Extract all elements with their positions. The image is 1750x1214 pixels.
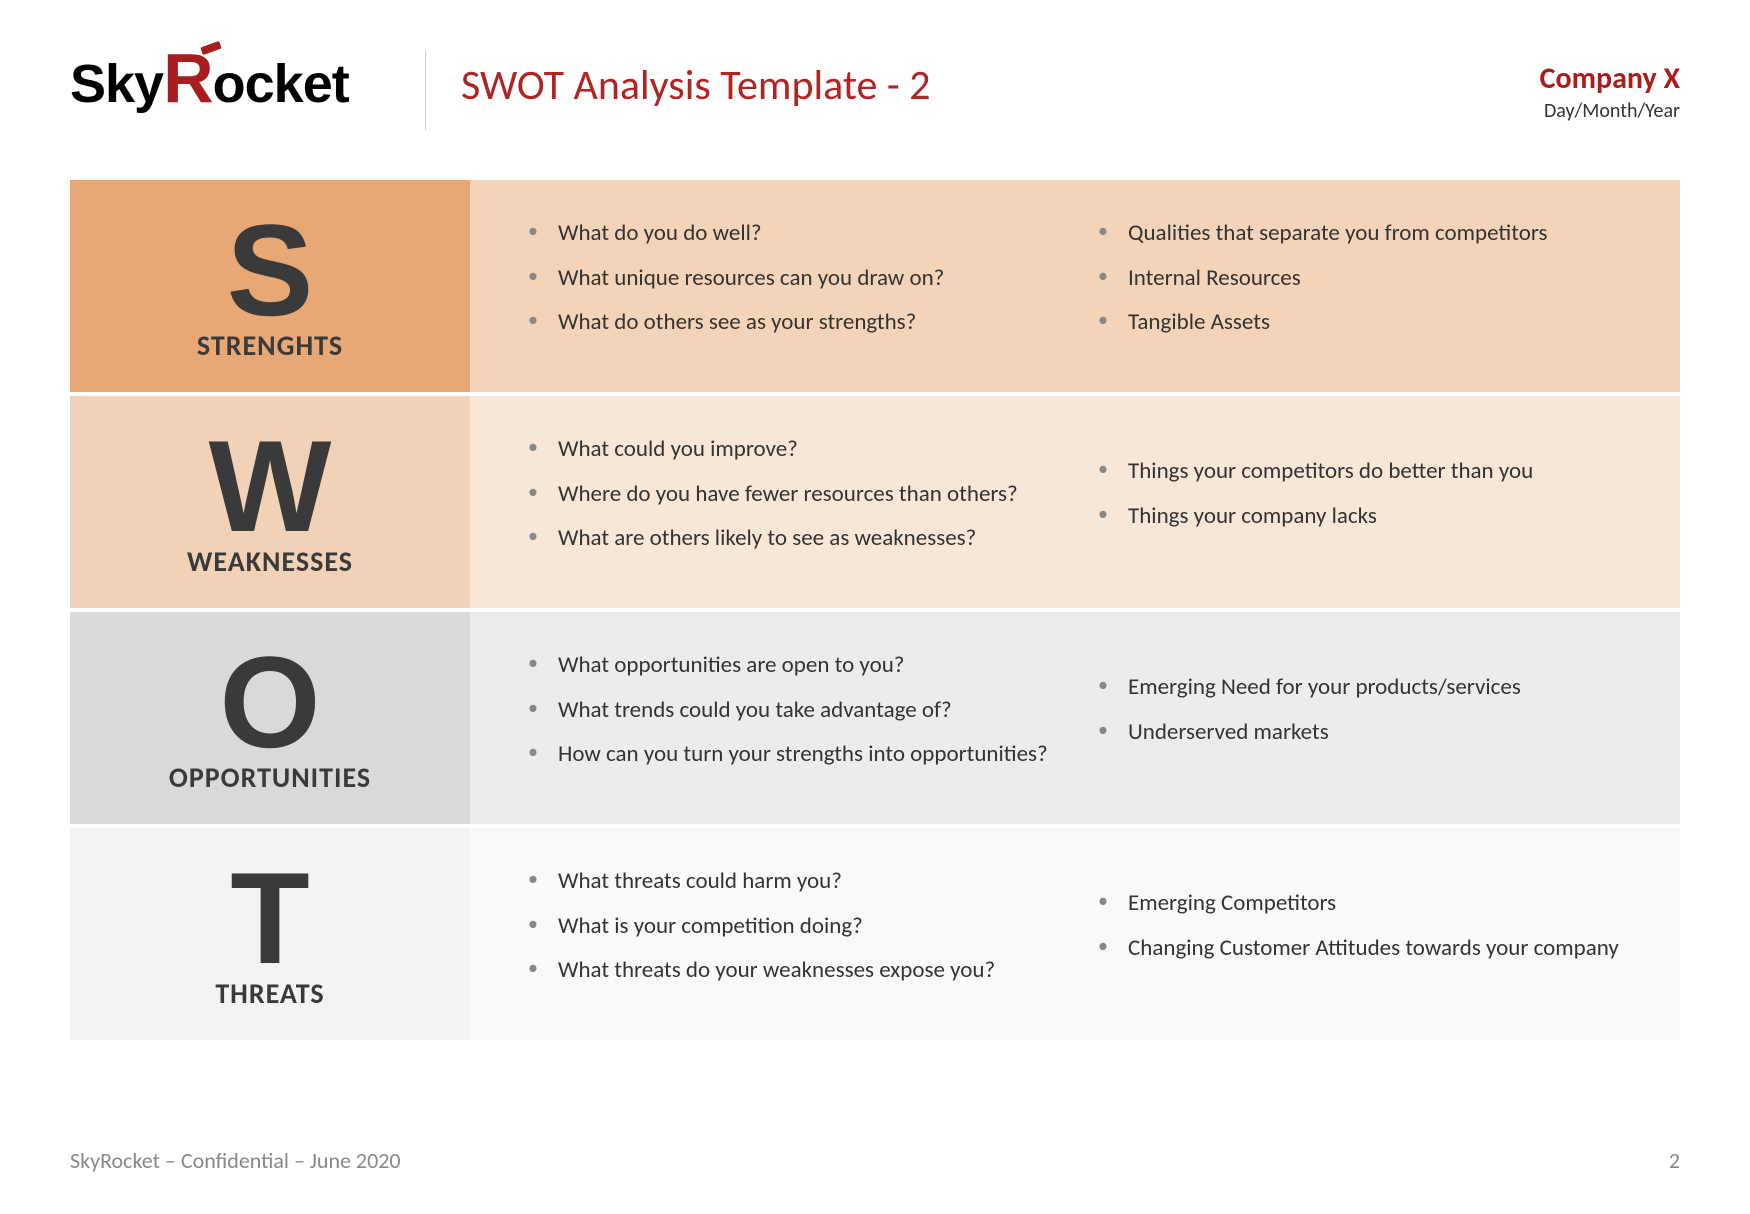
- logo: SkyRocket: [70, 50, 410, 115]
- page-title: SWOT Analysis Template - 2: [461, 50, 1540, 111]
- big-letter: S: [227, 209, 314, 333]
- page-number: 2: [1669, 1147, 1680, 1174]
- list-item: What opportunities are open to you?: [520, 651, 1060, 680]
- bullet-list: What threats could harm you? What is your…: [520, 867, 1060, 985]
- questions-column: What opportunities are open to you? What …: [520, 651, 1090, 785]
- list-item: What is your competition doing?: [520, 912, 1060, 941]
- list-item: What do others see as your strengths?: [520, 308, 1060, 337]
- letter-cell-s: SSTRENGHTS: [70, 180, 470, 392]
- list-item: What threats could harm you?: [520, 867, 1060, 896]
- category-label: THREATS: [215, 976, 324, 1011]
- swot-row-s: SSTRENGHTS What do you do well? What uniqu…: [70, 180, 1680, 392]
- bullet-list: Things your competitors do better than y…: [1090, 457, 1630, 531]
- big-letter: W: [209, 425, 332, 549]
- content-cell: What could you improve? Where do you have…: [470, 396, 1680, 608]
- list-item: What could you improve?: [520, 435, 1060, 464]
- list-item: Emerging Competitors: [1090, 889, 1630, 918]
- questions-column: What do you do well? What unique resource…: [520, 219, 1090, 353]
- list-item: Things your competitors do better than y…: [1090, 457, 1630, 486]
- swot-row-w: WWEAKNESSES What could you improve? Where …: [70, 396, 1680, 608]
- company-name: Company X: [1540, 60, 1680, 97]
- bullet-list: What opportunities are open to you? What …: [520, 651, 1060, 769]
- bullet-list: Emerging Need for your products/services…: [1090, 673, 1630, 747]
- list-item: Qualities that separate you from competi…: [1090, 219, 1630, 248]
- bullet-list: What could you improve? Where do you have…: [520, 435, 1060, 553]
- page-footer: SkyRocket – Confidential – June 2020 2: [70, 1147, 1680, 1174]
- list-item: Changing Customer Attitudes towards your…: [1090, 934, 1630, 963]
- list-item: Internal Resources: [1090, 264, 1630, 293]
- bullet-list: Emerging Competitors Changing Customer At…: [1090, 889, 1630, 963]
- list-item: What trends could you take advantage of?: [520, 696, 1060, 725]
- page-header: SkyRocket SWOT Analysis Template - 2 Com…: [70, 50, 1680, 150]
- bullet-list: Qualities that separate you from competi…: [1090, 219, 1630, 337]
- list-item: What are others likely to see as weaknes…: [520, 524, 1060, 553]
- content-cell: What do you do well? What unique resource…: [470, 180, 1680, 392]
- list-item: Tangible Assets: [1090, 308, 1630, 337]
- list-item: Things your company lacks: [1090, 502, 1630, 531]
- list-item: What do you do well?: [520, 219, 1060, 248]
- logo-text-ocket: ocket: [213, 53, 349, 115]
- big-letter: T: [230, 857, 309, 981]
- list-item: Emerging Need for your products/services: [1090, 673, 1630, 702]
- swot-row-t: TTHREATSWhat threats could harm you?What…: [70, 828, 1680, 1040]
- letter-cell-o: OOPPORTUNITIES: [70, 612, 470, 824]
- footer-left: SkyRocket – Confidential – June 2020: [70, 1147, 401, 1174]
- letter-cell-t: TTHREATS: [70, 828, 470, 1040]
- logo-text-r: R: [163, 50, 213, 106]
- examples-column: Qualities that separate you from competi…: [1090, 219, 1660, 353]
- category-label: OPPORTUNITIES: [169, 760, 371, 795]
- list-item: What unique resources can you draw on?: [520, 264, 1060, 293]
- examples-column: Emerging Competitors Changing Customer At…: [1090, 889, 1660, 979]
- header-meta: Company X Day/Month/Year: [1540, 50, 1680, 123]
- examples-column: Emerging Need for your products/services…: [1090, 673, 1660, 763]
- list-item: What threats do your weaknesses expose y…: [520, 956, 1060, 985]
- examples-column: Things your competitors do better than y…: [1090, 457, 1660, 547]
- category-label: STRENGHTS: [197, 328, 343, 363]
- header-divider: [425, 50, 426, 130]
- content-cell: What threats could harm you? What is your…: [470, 828, 1680, 1040]
- swot-table: SSTRENGHTS What do you do well? What uniqu…: [70, 180, 1680, 1044]
- list-item: How can you turn your strengths into opp…: [520, 740, 1060, 769]
- date-placeholder: Day/Month/Year: [1540, 99, 1680, 123]
- questions-column: What could you improve? Where do you have…: [520, 435, 1090, 569]
- big-letter: O: [219, 641, 320, 765]
- bullet-list: What do you do well? What unique resource…: [520, 219, 1060, 337]
- list-item: Where do you have fewer resources than o…: [520, 480, 1060, 509]
- letter-cell-w: WWEAKNESSES: [70, 396, 470, 608]
- swot-row-o: OOPPORTUNITIES What opportunities are ope…: [70, 612, 1680, 824]
- questions-column: What threats could harm you? What is your…: [520, 867, 1090, 1001]
- list-item: Underserved markets: [1090, 718, 1630, 747]
- content-cell: What opportunities are open to you? What …: [470, 612, 1680, 824]
- category-label: WEAKNESSES: [187, 544, 353, 579]
- logo-text-sky: Sky: [70, 53, 163, 115]
